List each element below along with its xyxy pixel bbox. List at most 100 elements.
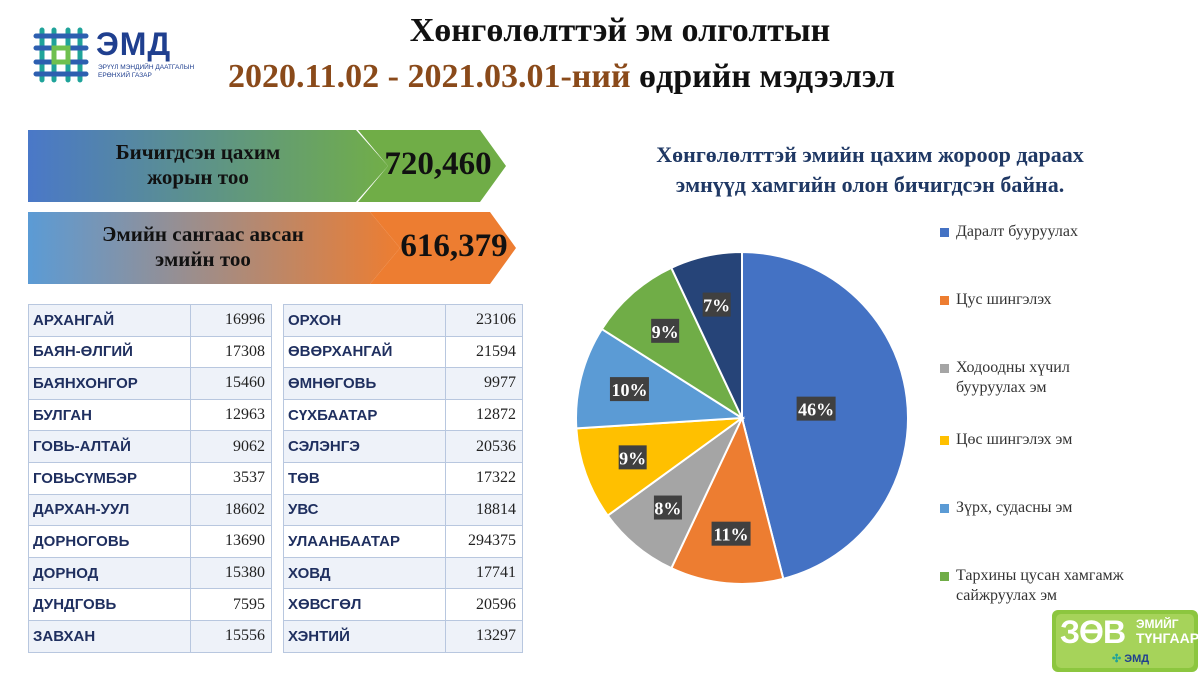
province-name: ТӨВ [283,461,446,495]
knot-emblem-icon [33,27,89,83]
subtitle-rest: өдрийн мэдээлэл [630,58,895,95]
table-row: ЗАВХАН 15556 [28,619,272,653]
province-value: 13690 [190,525,272,558]
chart-title: Хөнгөлөлттэй эмийн цахим жороор дараах э… [600,140,1140,200]
legend-swatch [940,504,949,513]
province-name: БАЯН-ӨЛГИЙ [28,335,191,369]
prescriptions-banner-shape [28,130,506,202]
badge-background [1052,610,1198,672]
badge-brand-text: ЭМД [1124,653,1150,665]
table-row: УВС 18814 [283,493,523,527]
pie-slice-label: 11% [714,525,749,545]
pie-slice [575,327,746,430]
table-row: ГОВЬ-АЛТАЙ 9062 [28,430,272,463]
province-value: 16996 [190,304,272,337]
province-name: ДОРНОГОВЬ [28,525,191,558]
table-row: ДАРХАН-УУЛ 18602 [28,493,272,527]
table-row: БАЯНХОНГОР 15460 [28,367,272,400]
province-value: 17322 [445,461,523,495]
province-value: 18602 [190,493,272,527]
table-row: ДОРНОГОВЬ 13690 [28,525,272,558]
pie-label-background [653,495,682,520]
table-row: ХӨВСГӨЛ 20596 [283,588,523,621]
province-name: СҮХБААТАР [283,398,446,432]
province-value: 15380 [190,556,272,590]
legend-swatch [940,436,949,445]
legend-swatch [940,296,949,305]
province-name: ХОВД [283,556,446,590]
medicines-banner-shape [28,212,516,284]
pie-label-background [711,521,751,546]
table-row: БАЯН-ӨЛГИЙ 17308 [28,335,272,369]
table-row: СҮХБААТАР 12872 [283,398,523,432]
badge-knot-icon: ✣ [1112,653,1122,665]
table-row: ТӨВ 17322 [283,461,523,495]
pie-label-background [796,396,836,421]
table-row: ОРХОН 23106 [283,304,523,337]
badge-big-text: ЗӨВ [1060,614,1126,650]
province-value: 12872 [445,398,523,432]
legend-label: Цөс шингэлэх эм [956,431,1073,448]
legend-label: Зүрх, судасны эм [956,499,1073,516]
pie-slice-label: 10% [611,380,647,400]
province-name: ГОВЬСҮМБЭР [28,461,191,495]
prescriptions-banner: Бичигдсэн цахим жорын тоо 720,460 [28,130,508,202]
table-row: ДУНДГОВЬ 7595 [28,588,272,621]
province-value: 15460 [190,367,272,400]
table-row: ХЭНТИЙ 13297 [283,619,523,653]
pie-label-background [618,445,647,470]
table-row: БУЛГАН 12963 [28,398,272,432]
pie-label-background [702,292,731,317]
province-name: ӨВӨРХАНГАЙ [283,335,446,369]
logo-subtitle-line1: ЭРҮҮЛ МЭНДИЙН ДААТГАЛЫН [98,64,195,71]
province-value: 18814 [445,493,523,527]
table-row: ГОВЬСҮМБЭР 3537 [28,461,272,495]
table-row: ХОВД 17741 [283,556,523,590]
legend-swatch [940,572,949,581]
chart-title-line2: эмнүүд хамгийн олон бичигдсэн байна. [675,172,1065,197]
pie-slice-label: 46% [798,400,834,420]
province-value: 7595 [190,588,272,621]
province-name: ОРХОН [283,304,446,337]
legend-label: Цус шингэлэх [956,291,1052,308]
chart-title-line1: Хөнгөлөлттэй эмийн цахим жороор дараах [656,142,1084,167]
pie-slice-label: 9% [619,448,646,468]
medicine-pie-chart: 46% 11% 8% 9% 10% 9% 7% [575,250,909,585]
legend-label: Тархины цусан хамгамж сайжруулах эм [956,567,1124,604]
pie-label-background [651,318,680,343]
province-name: СЭЛЭНГЭ [283,430,446,463]
prescriptions-label-line2: жорын тоо [147,165,249,189]
province-name: ЗАВХАН [28,619,191,653]
province-value: 17308 [190,335,272,369]
province-name: БАЯНХОНГОР [28,367,191,400]
province-name: УЛААНБААТАР [283,525,446,558]
logo-subtitle-line2: ЕРӨНХИЙ ГАЗАР [98,72,152,79]
medicines-label-line2: эмийн тоо [155,247,251,271]
province-value: 21594 [445,335,523,369]
emd-logo [28,22,208,92]
legend-swatch [940,364,949,373]
table-row: ӨВӨРХАНГАЙ 21594 [283,335,523,369]
pie-slice [575,416,746,517]
province-value: 12963 [190,398,272,432]
zov-emiig-tungaar-badge: ЗӨВ ЭМИЙГ ТҮНГААР ✣ ЭМД [1052,610,1199,672]
prescriptions-label: Бичигдсэн цахим жорын тоо [38,140,358,190]
province-value: 9062 [190,430,272,463]
province-name: ДУНДГОВЬ [28,588,191,621]
province-value: 20536 [445,430,523,463]
province-value: 9977 [445,367,523,400]
medicines-banner: Эмийн сангаас авсан эмийн тоо 616,379 [28,212,518,284]
province-value: 294375 [445,525,523,558]
province-value: 20596 [445,588,523,621]
legend-label: Ходоодны хүчил бууруулах эм [956,359,1070,396]
table-row: УЛААНБААТАР 294375 [283,525,523,558]
prescriptions-count: 720,460 [384,146,492,182]
province-value: 23106 [445,304,523,337]
table-row: АРХАНГАЙ 16996 [28,304,272,337]
province-name: ХЭНТИЙ [283,619,446,653]
pie-slice-label: 8% [654,499,681,519]
province-value: 17741 [445,556,523,590]
medicines-count: 616,379 [400,228,508,264]
pie-label-background [609,377,649,402]
province-name: ДОРНОД [28,556,191,590]
